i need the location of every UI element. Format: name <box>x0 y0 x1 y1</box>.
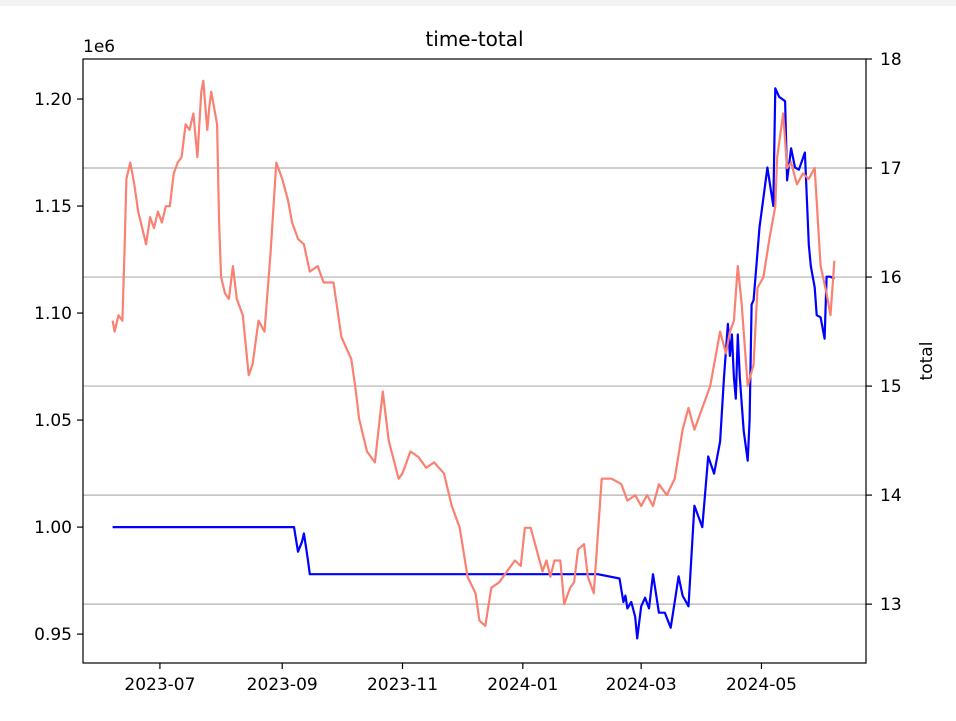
salmon-series <box>111 79 836 628</box>
y-left-tick-label: 1.20 <box>34 90 72 110</box>
y-right-tick-label: 15 <box>880 377 902 397</box>
y-left-tick-label: 1.10 <box>34 304 72 324</box>
x-tick-label: 2023-07 <box>124 675 195 695</box>
y-left-tick-label: 1.05 <box>34 411 72 431</box>
x-tick-label: 2024-03 <box>606 675 677 695</box>
top-strip <box>0 0 956 6</box>
y-right-tick-label: 18 <box>880 50 902 70</box>
y-left-tick-label: 1.00 <box>34 518 72 538</box>
y-right-tick-label: 14 <box>880 486 902 506</box>
x-tick-label: 2024-01 <box>487 675 558 695</box>
blue-series <box>112 87 835 640</box>
x-tick-label: 2024-05 <box>726 675 797 695</box>
plot-frame <box>82 58 867 664</box>
y-right-tick-label: 17 <box>880 159 902 179</box>
right-axis-label: total <box>917 342 937 381</box>
chart-title: time-total <box>425 27 523 51</box>
x-tick-label: 2023-09 <box>247 675 318 695</box>
left-axis-offset-label: 1e6 <box>83 37 115 57</box>
y-left-axis: 0.95 1.00 1.05 1.10 1.15 1.20 <box>34 90 83 645</box>
x-tick-label: 2023-11 <box>367 675 438 695</box>
blue-series-line <box>112 87 835 640</box>
salmon-series-line <box>111 79 836 628</box>
y-right-axis: 13 14 15 16 17 18 <box>866 50 902 615</box>
y-right-tick-label: 16 <box>880 268 902 288</box>
y-left-tick-label: 0.95 <box>34 625 72 645</box>
x-axis: 2023-07 2023-09 2023-11 2024-01 2024-03 2024-… <box>124 663 797 695</box>
y-right-tick-label: 13 <box>880 595 902 615</box>
y-left-tick-label: 1.15 <box>34 197 72 217</box>
